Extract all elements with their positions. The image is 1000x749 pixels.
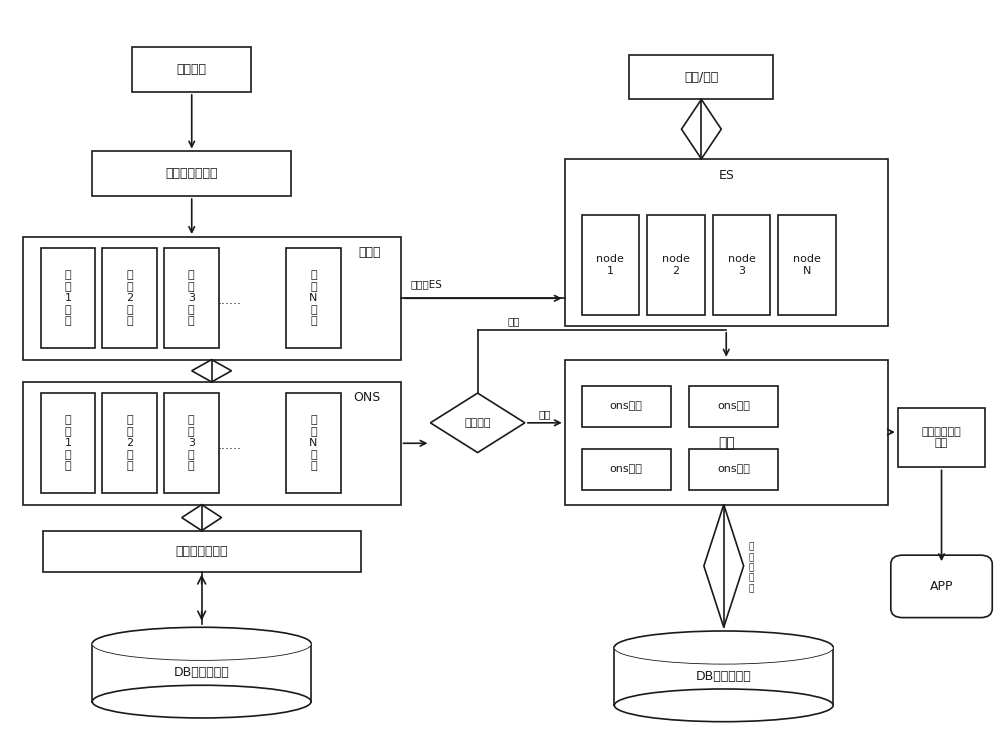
Text: ons消费: ons消费 [610,401,643,411]
FancyBboxPatch shape [582,449,671,490]
Text: 建立查询字任务: 建立查询字任务 [165,167,218,181]
FancyBboxPatch shape [689,449,778,490]
FancyBboxPatch shape [565,159,888,326]
FancyBboxPatch shape [582,386,671,426]
FancyBboxPatch shape [713,215,770,315]
FancyBboxPatch shape [102,393,157,494]
Text: 检索/查询: 检索/查询 [684,70,719,84]
FancyBboxPatch shape [565,360,888,505]
Ellipse shape [614,631,833,664]
Text: ......: ...... [218,294,242,306]
FancyBboxPatch shape [23,237,401,360]
Text: 设
备
号
查
询: 设 备 号 查 询 [749,542,754,593]
FancyBboxPatch shape [629,55,773,100]
Text: 线程池数据处理: 线程池数据处理 [175,545,228,557]
FancyBboxPatch shape [164,248,219,348]
Polygon shape [430,393,525,452]
Text: ......: ...... [218,439,242,452]
Text: 分
区
3
查
询: 分 区 3 查 询 [188,415,195,471]
FancyBboxPatch shape [23,382,401,505]
FancyBboxPatch shape [689,386,778,426]
Text: ONS: ONS [353,391,381,404]
Ellipse shape [614,689,833,722]
Ellipse shape [92,685,311,718]
FancyBboxPatch shape [43,530,361,571]
FancyBboxPatch shape [286,393,341,494]
Polygon shape [192,360,231,382]
Text: 推送: 推送 [718,436,735,450]
FancyBboxPatch shape [164,393,219,494]
FancyBboxPatch shape [647,215,705,315]
Text: 同步到ES: 同步到ES [411,279,442,289]
Polygon shape [681,100,721,159]
Polygon shape [182,505,222,530]
Text: 分
区
1
查
询: 分 区 1 查 询 [64,415,71,471]
Text: 分
区
2
查
询: 分 区 2 查 询 [126,415,133,471]
Polygon shape [704,505,744,627]
FancyBboxPatch shape [92,151,291,196]
FancyBboxPatch shape [778,215,836,315]
Text: ons消费: ons消费 [610,464,643,474]
Ellipse shape [92,627,311,660]
Text: node
2: node 2 [662,254,690,276]
Text: 通知: 通知 [538,409,551,419]
FancyBboxPatch shape [891,555,992,618]
Text: 线程池: 线程池 [358,246,381,259]
Text: 短信: 短信 [507,316,520,326]
FancyBboxPatch shape [582,215,639,315]
Text: node
N: node N [793,254,821,276]
Text: DB（数据库）: DB（数据库） [696,670,752,683]
Text: 分
区
1
消
息: 分 区 1 消 息 [64,270,71,327]
FancyBboxPatch shape [898,408,985,467]
Text: 分
区
N
查
询: 分 区 N 查 询 [309,415,318,471]
FancyBboxPatch shape [102,248,157,348]
Text: 第三方推送服
务器: 第三方推送服 务器 [922,427,961,449]
Text: 分
区
N
消
息: 分 区 N 消 息 [309,270,318,327]
Text: 分
区
3
消
息: 分 区 3 消 息 [188,270,195,327]
Text: APP: APP [930,580,953,593]
Text: DB（数据库）: DB（数据库） [174,666,230,679]
FancyBboxPatch shape [132,47,251,92]
FancyBboxPatch shape [41,248,95,348]
Text: 分
区
2
消
息: 分 区 2 消 息 [126,270,133,327]
Text: ES: ES [718,169,734,182]
Text: 选择标签: 选择标签 [177,63,207,76]
FancyBboxPatch shape [41,393,95,494]
Text: node
1: node 1 [596,254,624,276]
Text: ons消费: ons消费 [717,464,750,474]
FancyBboxPatch shape [286,248,341,348]
Text: 是否推送: 是否推送 [464,418,491,428]
Text: node
3: node 3 [728,254,756,276]
Text: ons消费: ons消费 [717,401,750,411]
